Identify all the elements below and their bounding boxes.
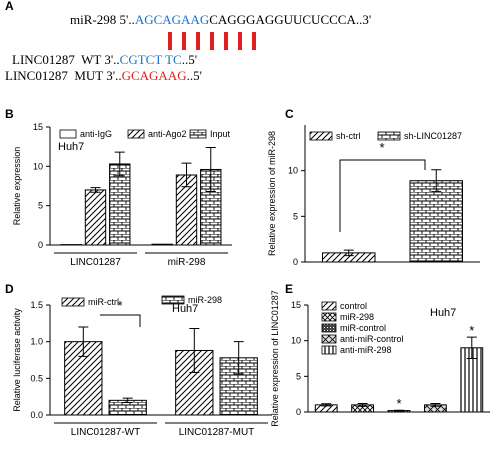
seq-prefix: miR-298 5'.. xyxy=(70,12,135,27)
legend-label: sh-ctrl xyxy=(336,131,361,141)
legend-label: Input xyxy=(210,129,231,139)
legend-label: anti-miR-298 xyxy=(340,345,392,355)
error-bar xyxy=(78,326,89,357)
legend-label: miR-298 xyxy=(340,312,374,322)
y-axis-label: Relative expression xyxy=(12,147,22,226)
y-tick-label: 0 xyxy=(296,407,301,417)
error-bar xyxy=(430,402,441,407)
chart: C 0 5 10 Relative expression of miR-298 sh-ct… xyxy=(267,107,480,267)
note: Huh7 xyxy=(430,307,456,319)
y-axis-label: Relative expression of miR-298 xyxy=(267,131,277,256)
legend-swatch xyxy=(321,312,337,322)
y-tick-label: 15 xyxy=(291,300,301,310)
panel-label: A xyxy=(5,0,14,13)
legend-swatch xyxy=(321,301,337,311)
significance-star: * xyxy=(379,140,384,155)
legend-label: anti-IgG xyxy=(80,129,112,139)
seq-suffix: ..5' xyxy=(182,52,197,67)
seq-site: GCAGAAG xyxy=(122,68,187,83)
error-bar xyxy=(321,403,332,407)
note: Huh7 xyxy=(172,303,198,315)
bar xyxy=(151,243,173,246)
y-axis-label: Relative expression of LINC01287 xyxy=(270,290,280,427)
legend-label: sh-LINC01287 xyxy=(404,131,462,141)
error-bar xyxy=(205,146,216,193)
significance-star: * xyxy=(469,323,474,338)
error-bar xyxy=(343,249,354,257)
seq-site: CGTCT TC xyxy=(120,52,182,67)
y-tick-label: 0 xyxy=(38,240,43,250)
error-bar xyxy=(114,151,125,177)
legend-swatch xyxy=(189,129,207,139)
error-bar xyxy=(394,409,404,412)
y-tick-label: 1.5 xyxy=(30,300,43,310)
error-bar xyxy=(122,397,133,404)
y-tick-label: 10 xyxy=(288,166,298,176)
legend-label: miR-ctrl xyxy=(88,297,119,307)
bar xyxy=(409,180,463,263)
y-tick-label: 0.5 xyxy=(30,373,43,383)
legend-label: anti-Ago2 xyxy=(148,129,187,139)
seq-prefix: LINC01287 WT 3'.. xyxy=(12,52,120,67)
legend-swatch xyxy=(321,323,337,333)
chart: E 0 5 10 15 Relative expression of LINC01287 H… xyxy=(270,282,490,427)
error-bar xyxy=(90,187,101,193)
wt-sequence: LINC01287 WT 3'..CGTCT TC..5' xyxy=(12,52,197,67)
error-bar xyxy=(233,341,244,375)
seq-suffix: CAGGGAGGUUCUCCCA..3' xyxy=(209,12,371,27)
x-tick-label: miR-298 xyxy=(168,257,206,268)
chart: D 0.0 0.5 1.0 1.5 Relative luciferase activit… xyxy=(5,282,272,438)
legend-swatch xyxy=(161,295,185,305)
legend-swatch xyxy=(59,129,77,139)
error-bar xyxy=(466,336,477,359)
seq-prefix: LINC01287 MUT 3'.. xyxy=(5,68,122,83)
y-tick-label: 1.0 xyxy=(30,337,43,347)
panel-label: B xyxy=(5,107,14,121)
legend-swatch xyxy=(309,131,333,141)
significance-bracket xyxy=(100,314,141,327)
significance-bracket xyxy=(339,159,426,232)
seq-suffix: ..5' xyxy=(187,68,202,83)
x-tick-label: LINC01287-WT xyxy=(71,427,140,438)
y-axis-label: Relative luciferase activity xyxy=(12,308,22,412)
legend-label: control xyxy=(340,301,367,311)
y-tick-label: 5 xyxy=(293,211,298,221)
y-tick-label: 10 xyxy=(291,336,301,346)
pairing-bars xyxy=(168,32,256,50)
legend-swatch xyxy=(321,345,337,355)
panel-label: E xyxy=(285,282,293,296)
legend-label: miR-298 xyxy=(188,295,222,305)
y-tick-label: 15 xyxy=(33,122,43,132)
panel-label: D xyxy=(5,282,14,296)
panel-label: C xyxy=(285,107,294,121)
x-tick-label: LINC01287-MUT xyxy=(179,427,255,438)
panel-a: A miR-298 5'..AGCAGAAGCAGGGAGGUUCUCCCA..… xyxy=(5,0,371,83)
legend-swatch xyxy=(61,297,85,307)
legend-swatch xyxy=(321,334,337,344)
y-tick-label: 0.0 xyxy=(30,410,43,420)
significance-star: * xyxy=(117,298,122,313)
legend-swatch xyxy=(127,129,145,139)
bar xyxy=(84,189,107,246)
error-bar xyxy=(181,162,192,188)
chart: B 0 5 10 15 Relative expression Huh7 anti-IgG an… xyxy=(5,107,232,268)
legend-swatch xyxy=(377,131,401,141)
mir-sequence: miR-298 5'..AGCAGAAGCAGGGAGGUUCUCCCA..3' xyxy=(70,12,371,27)
y-tick-label: 0 xyxy=(293,257,298,267)
legend-label: anti-miR-control xyxy=(340,334,404,344)
y-tick-label: 10 xyxy=(33,161,43,171)
error-bar xyxy=(431,169,442,193)
error-bar xyxy=(189,327,200,373)
legend-label: miR-control xyxy=(340,323,386,333)
error-bar xyxy=(357,402,368,407)
mut-sequence: LINC01287 MUT 3'..GCAGAAG..5' xyxy=(5,68,202,83)
x-tick-label: LINC01287 xyxy=(70,257,121,268)
y-tick-label: 5 xyxy=(38,201,43,211)
y-tick-label: 5 xyxy=(296,371,301,381)
seq-seed: AGCAGAAG xyxy=(135,12,209,27)
note: Huh7 xyxy=(58,141,84,153)
significance-star: * xyxy=(396,396,401,411)
